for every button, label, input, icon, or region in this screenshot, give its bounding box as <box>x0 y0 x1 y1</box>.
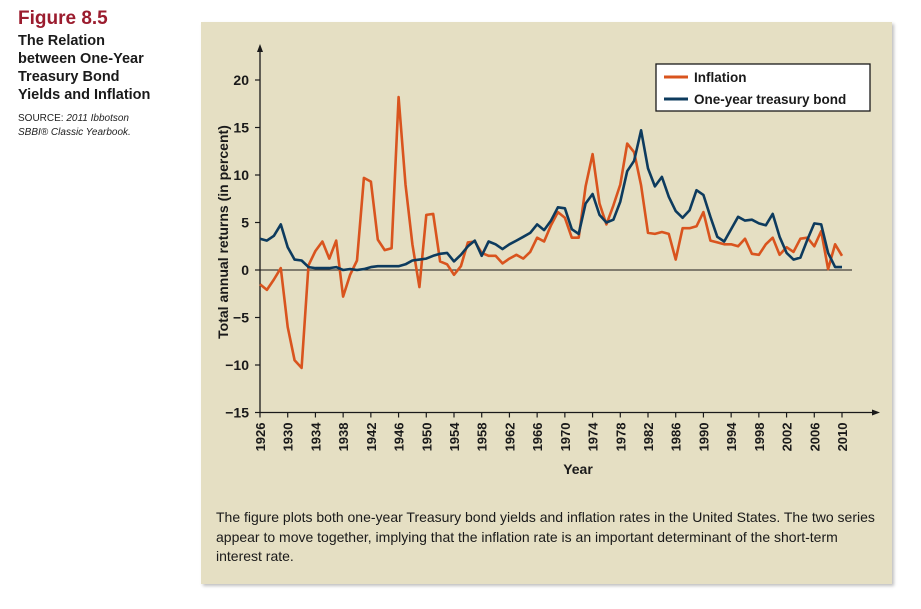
x-tick-label: 1982 <box>641 423 656 452</box>
x-tick-label: 2006 <box>807 423 822 452</box>
figure-title-line: Yields and Inflation <box>18 87 151 103</box>
figure-number: Figure 8.5 <box>18 8 108 29</box>
x-tick-label: 1926 <box>253 423 268 452</box>
x-tick-label: 2010 <box>835 423 850 452</box>
y-tick-label: −10 <box>225 357 249 373</box>
chart-panel <box>201 22 892 584</box>
source-italic-1: 2011 Ibbotson <box>66 113 129 124</box>
y-tick-label: 10 <box>233 167 249 183</box>
x-tick-label: 1930 <box>281 423 296 452</box>
source-prefix: SOURCE: <box>18 113 67 124</box>
x-tick-label: 1942 <box>364 423 379 452</box>
x-axis-label: Year <box>563 461 593 477</box>
source-italic-2: SBBI® Classic Yearbook. <box>18 127 131 138</box>
x-tick-label: 1946 <box>392 423 407 452</box>
x-tick-label: 1990 <box>696 423 711 452</box>
x-tick-label: 1962 <box>502 423 517 452</box>
y-tick-label: 15 <box>233 120 249 136</box>
x-tick-label: 1974 <box>586 422 601 452</box>
x-tick-label: 1978 <box>613 423 628 452</box>
inflation-line <box>259 95 844 370</box>
y-axis-label: Total annual returns (in percent) <box>215 125 231 339</box>
y-axis-arrow <box>257 44 263 52</box>
figure-sidebar: Figure 8.5 The Relation between One-Year… <box>18 8 183 140</box>
x-tick-label: 1966 <box>530 423 545 452</box>
y-tick-label: −15 <box>225 405 249 421</box>
y-tick-label: −5 <box>233 310 249 326</box>
legend-inflation-label: Inflation <box>694 70 747 85</box>
figure-title: The Relation between One-Year Treasury B… <box>18 32 183 104</box>
y-tick-label: 5 <box>241 215 249 231</box>
x-tick-label: 1994 <box>724 422 739 452</box>
x-tick-label: 2002 <box>780 423 795 452</box>
legend-box <box>655 63 871 112</box>
y-tick-label: 20 <box>233 72 249 88</box>
figure-title-line: Treasury Bond <box>18 69 120 85</box>
x-tick-label: 1998 <box>752 423 767 452</box>
x-tick-label: 1954 <box>447 422 462 452</box>
figure-caption: The figure plots both one-year Treasury … <box>216 509 875 564</box>
x-tick-label: 1970 <box>558 423 573 452</box>
x-tick-label: 1950 <box>419 423 434 452</box>
figure-title-line: between One-Year <box>18 51 144 67</box>
x-tick-label: 1986 <box>669 423 684 452</box>
x-tick-label: 1938 <box>336 423 351 452</box>
legend-treasury-bond-label: One-year treasury bond <box>694 92 846 107</box>
figure-title-line: The Relation <box>18 33 106 49</box>
x-tick-label: 1934 <box>308 422 323 452</box>
figure-source: SOURCE: 2011 Ibbotson SBBI® Classic Year… <box>18 112 183 140</box>
treasury-bond-line <box>259 129 842 272</box>
y-tick-label: 0 <box>241 262 249 278</box>
x-tick-label: 1958 <box>475 423 490 452</box>
x-axis-arrow <box>872 409 880 416</box>
